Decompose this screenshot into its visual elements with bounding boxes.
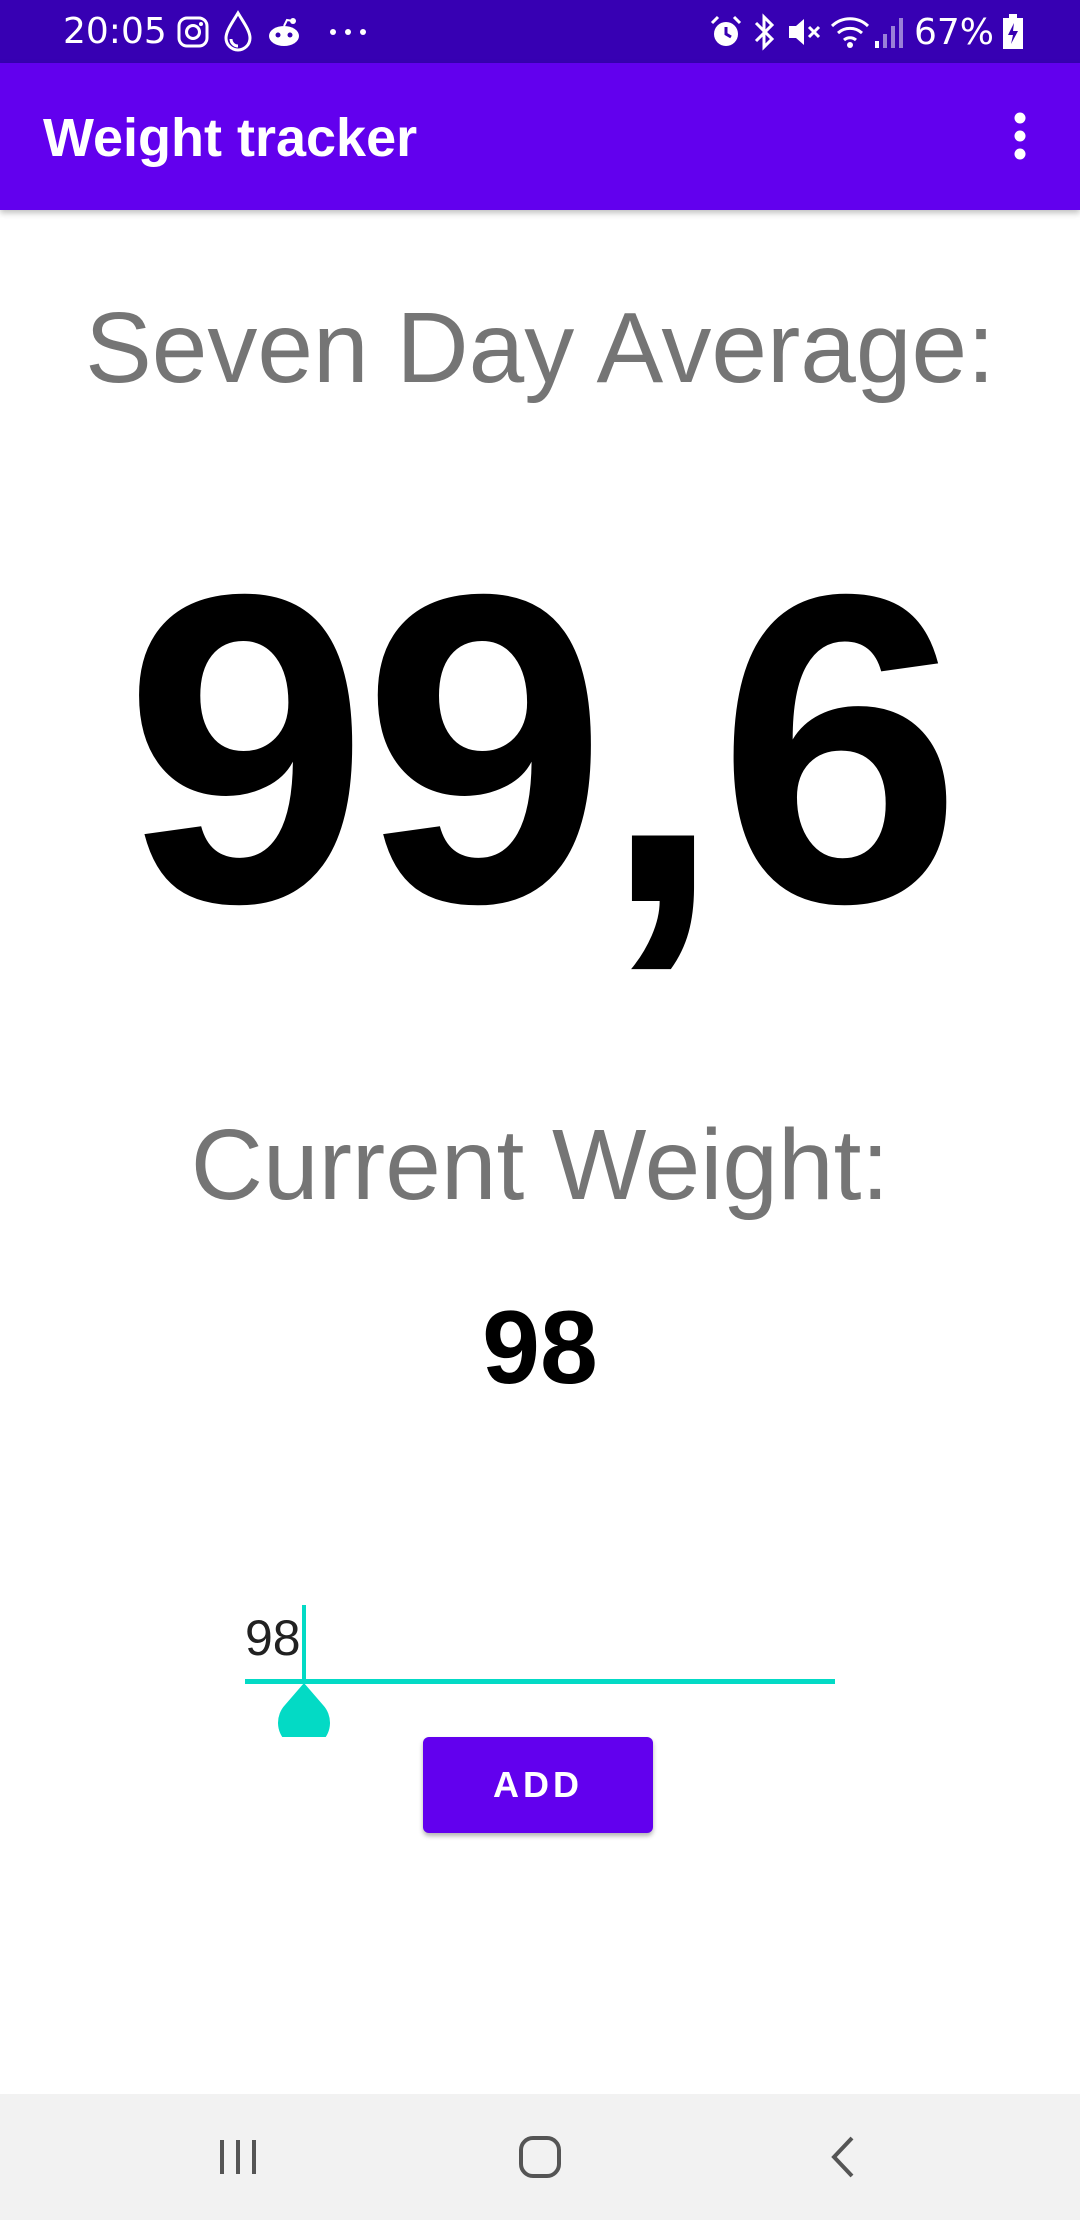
more-notifications-icon [328,27,368,37]
current-weight-value: 98 [482,1290,598,1406]
home-icon [519,2136,561,2178]
battery-percent: 67% [913,11,994,53]
navigation-bar [0,2094,1080,2220]
home-button[interactable] [490,2112,590,2202]
battery-charging-icon [1002,14,1024,50]
notification-icons [176,8,368,56]
bluetooth-icon [752,13,778,51]
weight-input-field[interactable] [245,1595,835,1685]
current-weight-label: Current Weight: [190,1109,890,1221]
recent-apps-icon [220,2140,256,2174]
seven-day-average-label: Seven Day Average: [85,292,995,404]
add-button[interactable]: ADD [423,1737,653,1833]
wifi-icon [830,15,870,49]
app-title: Weight tracker [43,108,418,168]
seven-day-average-value: 99,6 [123,504,962,995]
back-icon [831,2136,854,2178]
back-button[interactable] [793,2112,893,2202]
mute-icon [786,14,822,50]
input-underline [245,1679,835,1684]
recent-apps-button[interactable] [188,2112,288,2202]
text-cursor [302,1605,306,1681]
reddit-icon [266,16,302,48]
instagram-icon [176,15,210,49]
water-drop-icon [222,10,254,54]
more-vert-icon [1014,112,1026,160]
overflow-menu-button[interactable] [972,88,1068,184]
status-time: 20:05 [63,11,167,52]
alarm-icon [708,14,744,50]
weight-input[interactable] [245,1595,835,1681]
app-bar: Weight tracker [0,63,1080,210]
signal-icon [874,15,904,49]
cursor-handle[interactable] [274,1677,334,1749]
system-status-icons: 67% [708,8,1024,56]
status-bar: 20:05 [0,0,1080,63]
